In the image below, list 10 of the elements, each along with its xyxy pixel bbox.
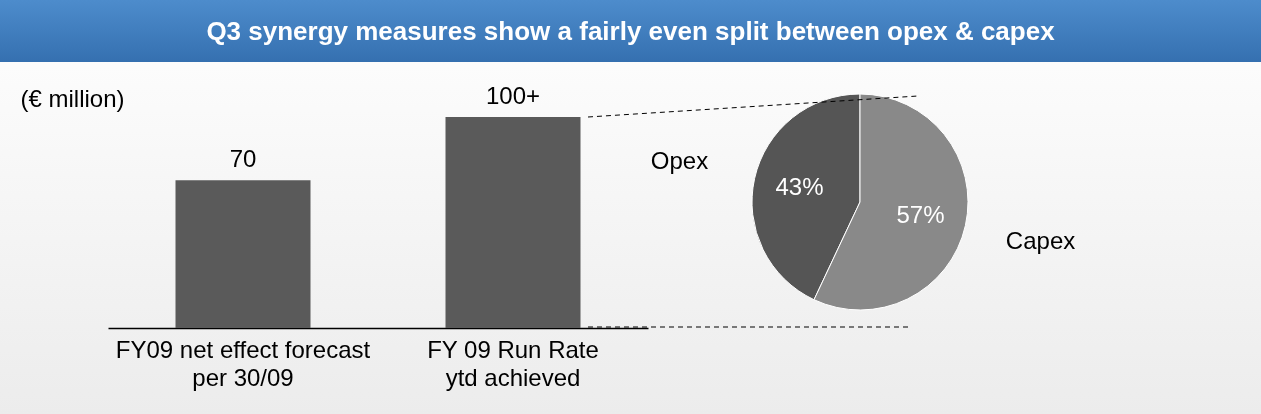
y-axis-title: (€ million) bbox=[20, 84, 125, 112]
data-label: 70 bbox=[229, 145, 257, 173]
data-label: 57% bbox=[896, 200, 945, 228]
chart-title: Q3 synergy measures show a fairly even split between opex & capex bbox=[0, 0, 1261, 62]
slice-label: Capex bbox=[1005, 227, 1076, 255]
x-tick-label: FY09 net effect forecast per 30/09 bbox=[115, 335, 371, 391]
data-label: 100+ bbox=[485, 82, 541, 109]
slice-label: Opex bbox=[650, 146, 709, 174]
x-tick-label: FY 09 Run Rate ytd achieved bbox=[427, 335, 599, 391]
data-label: 43% bbox=[775, 173, 824, 201]
